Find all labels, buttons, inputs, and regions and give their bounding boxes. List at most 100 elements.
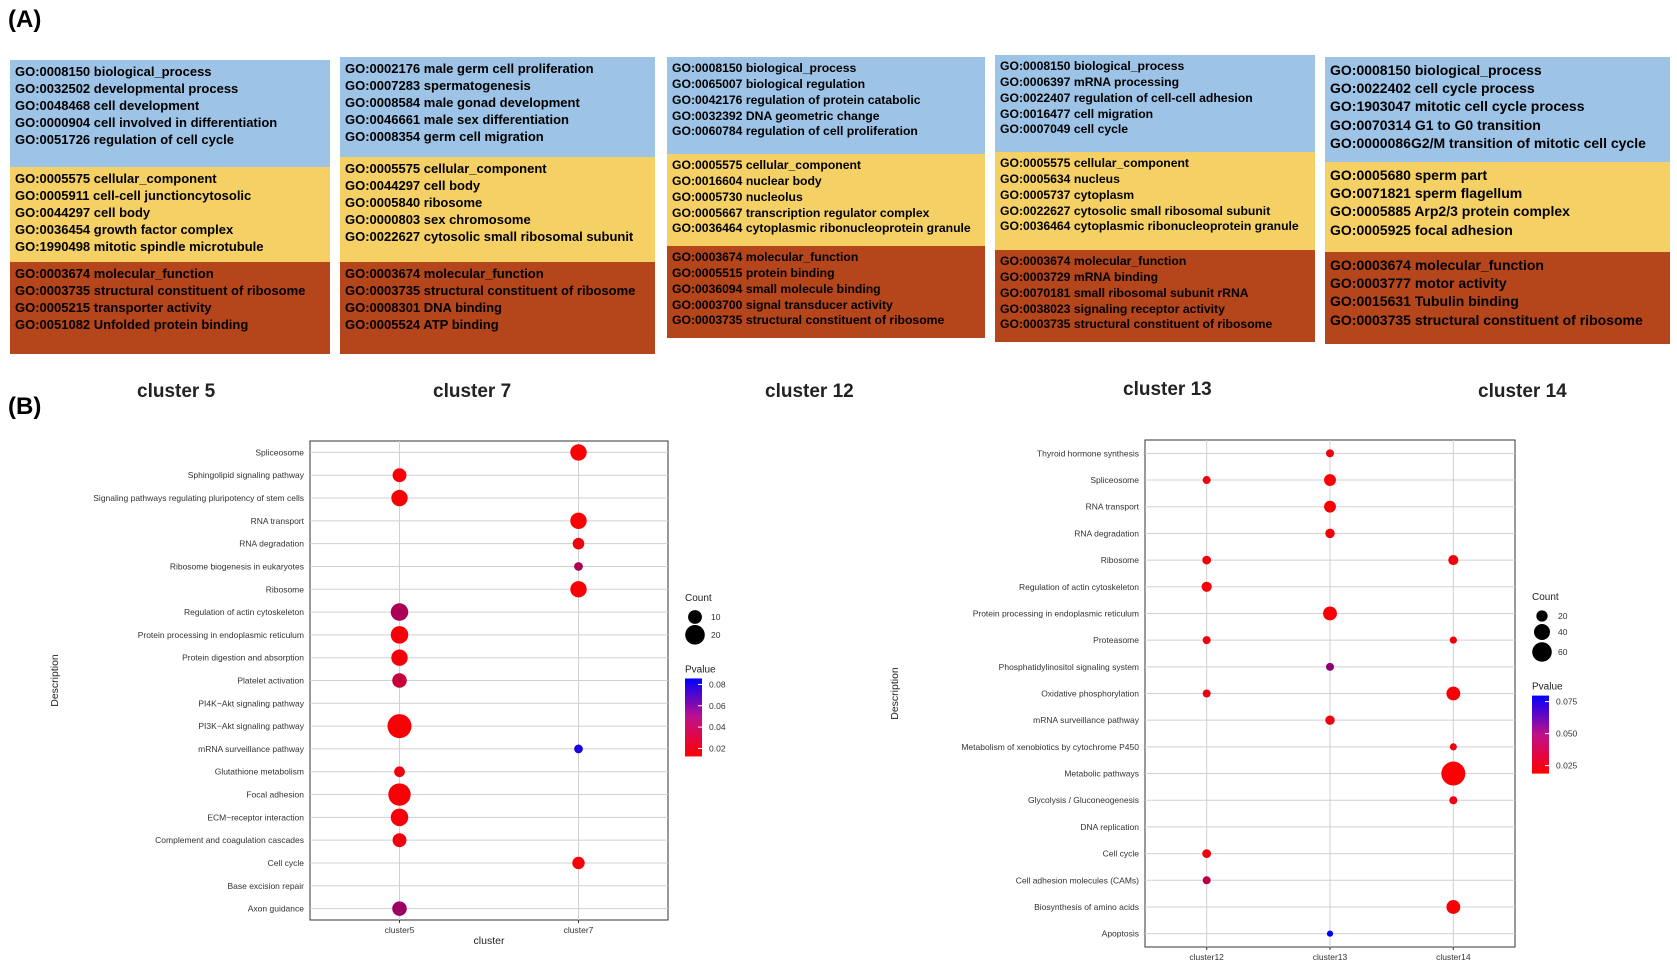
go-term: GO:0044297 cell body xyxy=(15,204,151,220)
go-term: GO:0016604 nuclear body xyxy=(672,173,822,188)
go-column-cluster7: GO:0002176 male germ cell proliferation G… xyxy=(340,57,655,354)
data-point xyxy=(574,744,583,754)
go-block-mf: GO:0003674 molecular_function GO:0003777 … xyxy=(1325,252,1670,344)
y-tick-label: Spliceosome xyxy=(1090,475,1139,485)
go-term: GO:1990498 mitotic spindle microtubule xyxy=(15,238,264,254)
go-term: GO:0006397 mRNA processing xyxy=(1000,74,1180,89)
data-point xyxy=(392,468,407,483)
go-term: GO:0046661 male sex differentiation xyxy=(345,111,569,127)
go-term: GO:0022627 cytosolic small ribosomal sub… xyxy=(1000,203,1271,218)
go-term: GO:0005885 Arp2/3 protein complex xyxy=(1330,203,1570,220)
go-term: GO:0003674 molecular_function xyxy=(1330,257,1544,273)
cluster-title-14: cluster 14 xyxy=(1478,381,1567,402)
go-term: GO:0003674 molecular_function xyxy=(1000,254,1187,268)
cluster-title-12: cluster 12 xyxy=(765,381,854,402)
go-block-cc: GO:0005575 cellular_component GO:0005911 … xyxy=(10,167,330,262)
y-tick-label: Ribosome xyxy=(266,584,305,594)
go-block-bp: GO:0008150 biological_process GO:0032502 … xyxy=(10,60,330,167)
cluster-title-7: cluster 7 xyxy=(433,381,512,402)
data-point xyxy=(1202,555,1212,565)
y-tick-label: Biosynthesis of amino acids xyxy=(1034,902,1139,912)
data-point xyxy=(1449,743,1457,751)
go-term: GO:0005730 nucleolus xyxy=(672,189,803,204)
data-point xyxy=(1325,715,1335,725)
data-point xyxy=(570,444,587,461)
legend-count-label: 20 xyxy=(711,630,721,640)
y-tick-label: Cell adhesion molecules (CAMs) xyxy=(1016,875,1139,885)
data-point xyxy=(394,766,405,778)
y-tick-label: Signaling pathways regulating pluripoten… xyxy=(93,493,304,503)
go-term: GO:0002176 male germ cell proliferation xyxy=(345,61,594,76)
legend-count-label: 40 xyxy=(1558,627,1568,637)
go-term: GO:0005575 cellular_component xyxy=(1000,156,1189,170)
y-tick-label: Protein processing in endoplasmic reticu… xyxy=(973,608,1139,618)
y-tick-label: Complement and coagulation cascades xyxy=(155,835,304,845)
y-tick-label: Regulation of actin cytoskeleton xyxy=(184,607,304,617)
go-term: GO:0042176 regulation of protein catabol… xyxy=(672,92,921,107)
y-axis-title: Description xyxy=(889,667,901,720)
go-term: GO:0005215 transporter activity xyxy=(15,299,212,315)
legend-count-dot xyxy=(1536,610,1548,622)
cluster-title-13: cluster 13 xyxy=(1123,379,1212,400)
go-term: GO:0070181 small ribosomal subunit rRNA xyxy=(1000,285,1249,300)
go-term: GO:0007283 spermatogenesis xyxy=(345,77,531,93)
go-column-cluster5: GO:0008150 biological_process GO:0032502 … xyxy=(10,60,330,354)
y-tick-label: Phosphatidylinositol signaling system xyxy=(999,662,1139,672)
y-tick-label: Sphingolipid signaling pathway xyxy=(188,470,305,480)
y-tick-label: Thyroid hormone synthesis xyxy=(1037,448,1139,458)
go-block-bp: GO:0008150 biological_process GO:0022402 … xyxy=(1325,57,1670,162)
y-tick-label: RNA degradation xyxy=(1074,528,1139,538)
x-tick-label: cluster5 xyxy=(385,925,415,935)
go-block-mf: GO:0003674 molecular_function GO:0003735 … xyxy=(10,262,330,354)
y-tick-label: Apoptosis xyxy=(1102,929,1139,939)
data-point xyxy=(1326,662,1334,671)
y-tick-label: mRNA surveillance pathway xyxy=(1033,715,1140,725)
data-point xyxy=(392,833,407,848)
legend-pvalue-label: 0.04 xyxy=(709,722,726,732)
go-term: GO:0003735 structural constituent of rib… xyxy=(15,282,306,298)
go-term: GO:0032392 DNA geometric change xyxy=(672,108,880,123)
y-tick-label: RNA transport xyxy=(1086,502,1140,512)
legend-count-title: Count xyxy=(685,593,712,604)
go-column-cluster12: GO:0008150 biological_process GO:0065007 … xyxy=(667,57,985,338)
y-tick-label: Metabolism of xenobiotics by cytochrome … xyxy=(961,742,1139,752)
go-block-bp: GO:0008150 biological_process GO:0065007 … xyxy=(667,57,985,154)
y-tick-label: Regulation of actin cytoskeleton xyxy=(1019,582,1139,592)
data-point xyxy=(1446,900,1461,914)
go-term: GO:0036464 cytoplasmic ribonucleoprotein… xyxy=(672,221,971,236)
go-term: GO:0038023 signaling receptor activity xyxy=(1000,301,1225,316)
go-term: GO:0008150 biological_process xyxy=(1330,62,1542,78)
legend-count-dot xyxy=(688,610,702,624)
data-point xyxy=(1323,606,1337,621)
go-block-cc: GO:0005680 sperm part GO:0071821 sperm fl… xyxy=(1325,162,1670,252)
go-term: GO:0005575 cellular_component xyxy=(345,161,547,176)
y-tick-label: Ribosome biogenesis in eukaryotes xyxy=(170,561,304,571)
go-term: GO:0007049 cell cycle xyxy=(1000,122,1129,137)
legend-count-label: 60 xyxy=(1558,647,1568,657)
data-point xyxy=(1202,876,1211,885)
y-axis-title: Description xyxy=(49,654,61,707)
panel-b-label: (B) xyxy=(8,393,42,420)
go-term: GO:0070314 G1 to G0 transition xyxy=(1330,116,1541,133)
data-point xyxy=(388,783,411,806)
legend-pvalue-title: Pvalue xyxy=(685,664,716,675)
y-tick-label: mRNA surveillance pathway xyxy=(198,744,305,754)
go-term: GO:0008301 DNA binding xyxy=(345,299,502,315)
go-block-mf: GO:0003674 molecular_function GO:0003735 … xyxy=(340,262,655,354)
go-term: GO:0005524 ATP binding xyxy=(345,316,499,332)
go-term: GO:0008354 germ cell migration xyxy=(345,128,544,144)
go-term: GO:0008150 biological_process xyxy=(15,64,212,79)
y-tick-label: Ribosome xyxy=(1101,555,1140,565)
go-term: GO:0005575 cellular_component xyxy=(672,158,861,172)
go-term: GO:0003735 structural constituent of rib… xyxy=(1000,317,1273,332)
x-tick-label: cluster13 xyxy=(1313,952,1348,960)
go-term: GO:0060784 regulation of cell proliferat… xyxy=(672,124,918,139)
go-term: GO:0003735 structural constituent of rib… xyxy=(672,313,945,328)
go-block-mf: GO:0003674 molecular_function GO:0005515 … xyxy=(667,246,985,338)
data-point xyxy=(1326,930,1334,937)
go-term: GO:0005667 transcription regulator compl… xyxy=(672,205,930,220)
cluster-title-5: cluster 5 xyxy=(137,381,216,402)
x-axis-title: cluster xyxy=(474,935,505,947)
go-term: GO:0071821 sperm flagellum xyxy=(1330,185,1523,202)
go-column-cluster14: GO:0008150 biological_process GO:0022402 … xyxy=(1325,57,1670,344)
